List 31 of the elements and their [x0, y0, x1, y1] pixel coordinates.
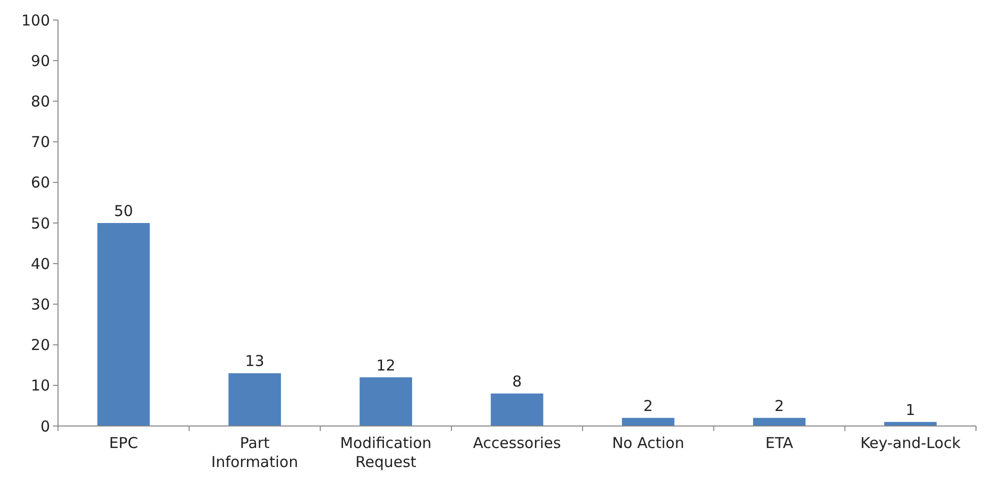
x-tick-label: Modification Request [340, 434, 432, 471]
data-label: 2 [643, 396, 653, 415]
x-tick-label: No Action [612, 434, 684, 452]
y-tick-label: 90 [30, 52, 50, 70]
bar [753, 418, 806, 426]
x-tick-label: Key-and-Lock [860, 434, 961, 452]
y-tick-label: 30 [30, 295, 50, 314]
bar [97, 223, 150, 426]
x-tick-label: EPC [109, 434, 138, 452]
bar [490, 394, 544, 426]
y-tick-label: 80 [30, 92, 50, 110]
y-tick-label: 20 [30, 336, 50, 354]
y-tick-label: 40 [30, 254, 50, 273]
y-tick-label: 50 [30, 214, 50, 232]
data-label: 1 [906, 400, 916, 419]
data-label: 2 [774, 396, 784, 415]
data-label: 12 [376, 356, 396, 374]
y-tick-label: 70 [30, 133, 50, 152]
y-tick-label: 100 [21, 11, 50, 30]
data-label: 13 [245, 352, 264, 370]
bar [228, 373, 281, 426]
y-tick-label: 0 [40, 417, 50, 436]
bar [622, 418, 674, 426]
x-tick-label: Part Information [211, 434, 298, 471]
bar [360, 377, 412, 426]
y-tick-label: 60 [30, 174, 50, 192]
data-label: 8 [512, 372, 522, 391]
x-tick-label: Accessories [473, 434, 562, 452]
data-label: 50 [114, 202, 134, 220]
y-tick-label: 10 [30, 376, 50, 395]
x-tick-label: ETA [765, 434, 794, 452]
